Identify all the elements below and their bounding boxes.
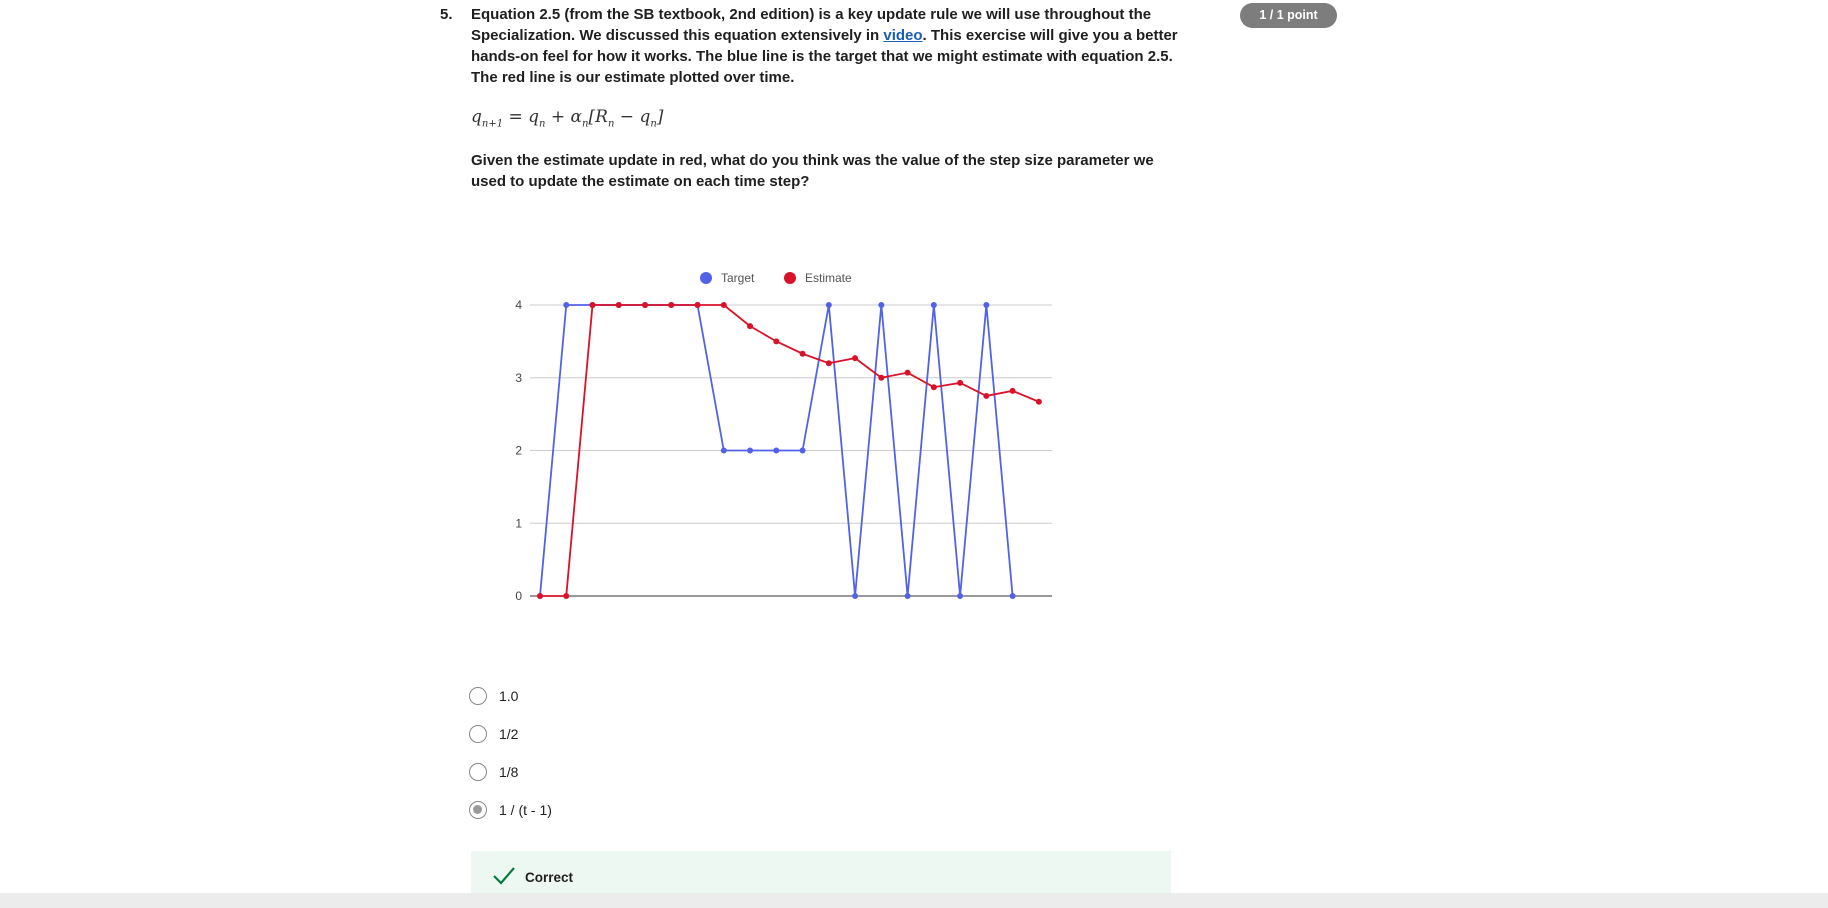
formula-sub: n [650,118,657,130]
legend-marker [784,272,796,284]
option-label: 1 / (t - 1) [499,802,552,818]
formula-sub: n [539,118,546,130]
data-point [930,384,937,391]
radio-button[interactable] [469,801,487,819]
data-point [878,302,885,308]
data-point [825,360,832,367]
data-point [825,302,832,308]
data-point [563,302,570,308]
option-label: 1.0 [499,688,519,704]
y-tick-label: 2 [515,444,522,458]
data-point [852,355,859,362]
feedback-status: Correct [525,870,574,885]
formula-q: q [528,107,540,127]
question-prompt: Given the estimate update in red, what d… [471,152,1154,190]
data-point [1009,387,1016,394]
data-point [878,374,885,381]
formula-r: R [595,107,608,127]
question-text: Equation 2.5 (from the SB textbook, 2nd … [471,4,1181,88]
option-3[interactable]: 1/8 [469,760,769,784]
option-2[interactable]: 1/2 [469,722,769,746]
formula-q: q [471,107,482,127]
question-text-part1: Equation 2.5 (from the SB textbook, 2nd … [471,6,1152,44]
data-point [799,447,806,454]
formula-minus: − [614,107,640,127]
option-4[interactable]: 1 / (t - 1) [469,798,769,822]
formula-equals: = [503,107,529,127]
data-point [747,447,754,454]
data-point [773,338,780,345]
data-point [799,350,806,357]
formula-sub: n+1 [481,118,504,130]
update-formula: qn+1 = qn + αn[Rn − qn] [471,107,663,129]
formula-plus: + [545,107,571,127]
data-point [694,302,701,308]
y-tick-label: 1 [515,516,522,530]
data-point [720,302,727,308]
option-1[interactable]: 1.0 [469,684,769,708]
y-tick-label: 4 [515,298,522,312]
option-label: 1/8 [499,764,519,780]
formula-bracket: ] [656,107,664,127]
legend-label: Estimate [805,271,852,285]
data-point [904,593,911,599]
checkmark-icon [493,867,515,885]
data-point [720,447,727,454]
radio-button[interactable] [469,763,487,781]
data-point [983,392,990,399]
option-label: 1/2 [499,726,519,742]
data-point [1035,398,1042,405]
y-tick-label: 3 [515,371,522,385]
radio-button[interactable] [469,687,487,705]
series-line [540,304,1040,597]
formula-sub: n [607,118,615,130]
data-point [904,369,911,376]
data-point [563,593,570,599]
bottom-scrollbar[interactable] [0,893,1828,908]
legend-marker [700,272,712,284]
data-point [983,302,990,308]
y-tick-label: 0 [515,589,522,603]
data-point [642,302,649,308]
video-link[interactable]: video [883,27,923,44]
points-badge: 1 / 1 point [1240,3,1337,28]
formula-alpha: α [570,107,583,127]
legend-label: Target [721,271,755,285]
data-point [589,302,596,308]
data-point [930,302,937,308]
data-point [957,593,964,599]
estimate-chart: 0 1 2 3 4 Target Estimate [515,271,1052,603]
data-point [1009,593,1016,599]
data-point [537,593,543,599]
data-point [773,447,780,454]
formula-bracket: [ [588,107,596,127]
data-point [668,302,675,308]
question-text-part2: . This exercise will give you a better h… [471,27,1178,86]
question-number: 5. [440,6,453,23]
data-point [615,302,622,308]
data-point [957,379,964,386]
formula-q: q [639,107,651,127]
data-point [852,593,859,599]
data-point [747,323,754,330]
formula-sub: n [582,118,589,130]
radio-button[interactable] [469,725,487,743]
